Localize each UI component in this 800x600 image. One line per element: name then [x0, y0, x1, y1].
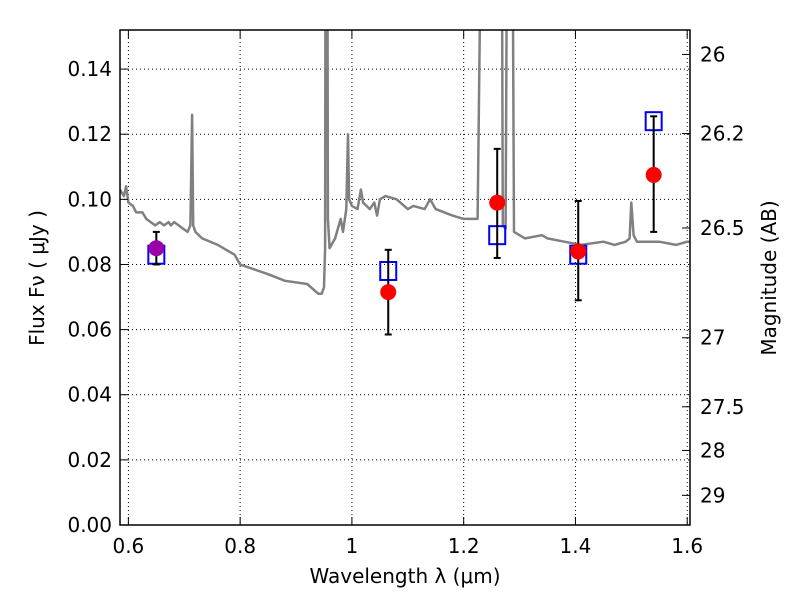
y-tick-label: 0.00 [67, 513, 112, 537]
y-tick-label: 0.14 [67, 57, 112, 81]
x-tick-label: 1.6 [671, 534, 703, 558]
marker-layer [147, 111, 663, 336]
plot-frame [119, 29, 691, 526]
right-tick-label: 26.2 [700, 122, 745, 146]
y-tick-label: 0.02 [67, 448, 112, 472]
plot-area [120, 30, 690, 296]
y-tick-label: 0.08 [67, 252, 112, 276]
x-tick-label: 0.8 [224, 534, 256, 558]
y-tick-label: 0.12 [67, 122, 112, 146]
grid [120, 30, 690, 526]
right-tick-label: 26.5 [700, 216, 745, 240]
right-axis-label: Magnitude (AB) [757, 200, 781, 355]
x-tick-label: 0.6 [112, 534, 144, 558]
observed-photometry-point [489, 194, 506, 211]
right-tick-label: 26 [700, 42, 725, 66]
axis-ticks: 0.6 0.8 1 1.2 1.4 1.6 0.00 0.02 0.04 0.06 0.08 0.10… [67, 30, 745, 558]
x-tick-label: 1 [346, 534, 359, 558]
y-tick-label: 0.06 [67, 318, 112, 342]
y-tick-label: 0.10 [67, 187, 112, 211]
observed-photometry-point [148, 240, 165, 257]
y-axis-label: Flux Fν ( μJy ) [25, 210, 49, 346]
x-tick-label: 1.2 [448, 534, 480, 558]
observed-photometry-point [380, 284, 397, 301]
right-tick-label: 29 [700, 483, 725, 507]
x-tick-label: 1.4 [560, 534, 592, 558]
spectrum-line [120, 30, 690, 296]
right-tick-label: 28 [700, 438, 725, 462]
y-tick-label: 0.04 [67, 383, 112, 407]
right-tick-label: 27 [700, 326, 725, 350]
right-tick-label: 27.5 [700, 395, 745, 419]
observed-photometry-point [570, 243, 587, 260]
observed-photometry-point [645, 166, 662, 183]
x-axis-label: Wavelength λ (μm) [309, 564, 500, 588]
